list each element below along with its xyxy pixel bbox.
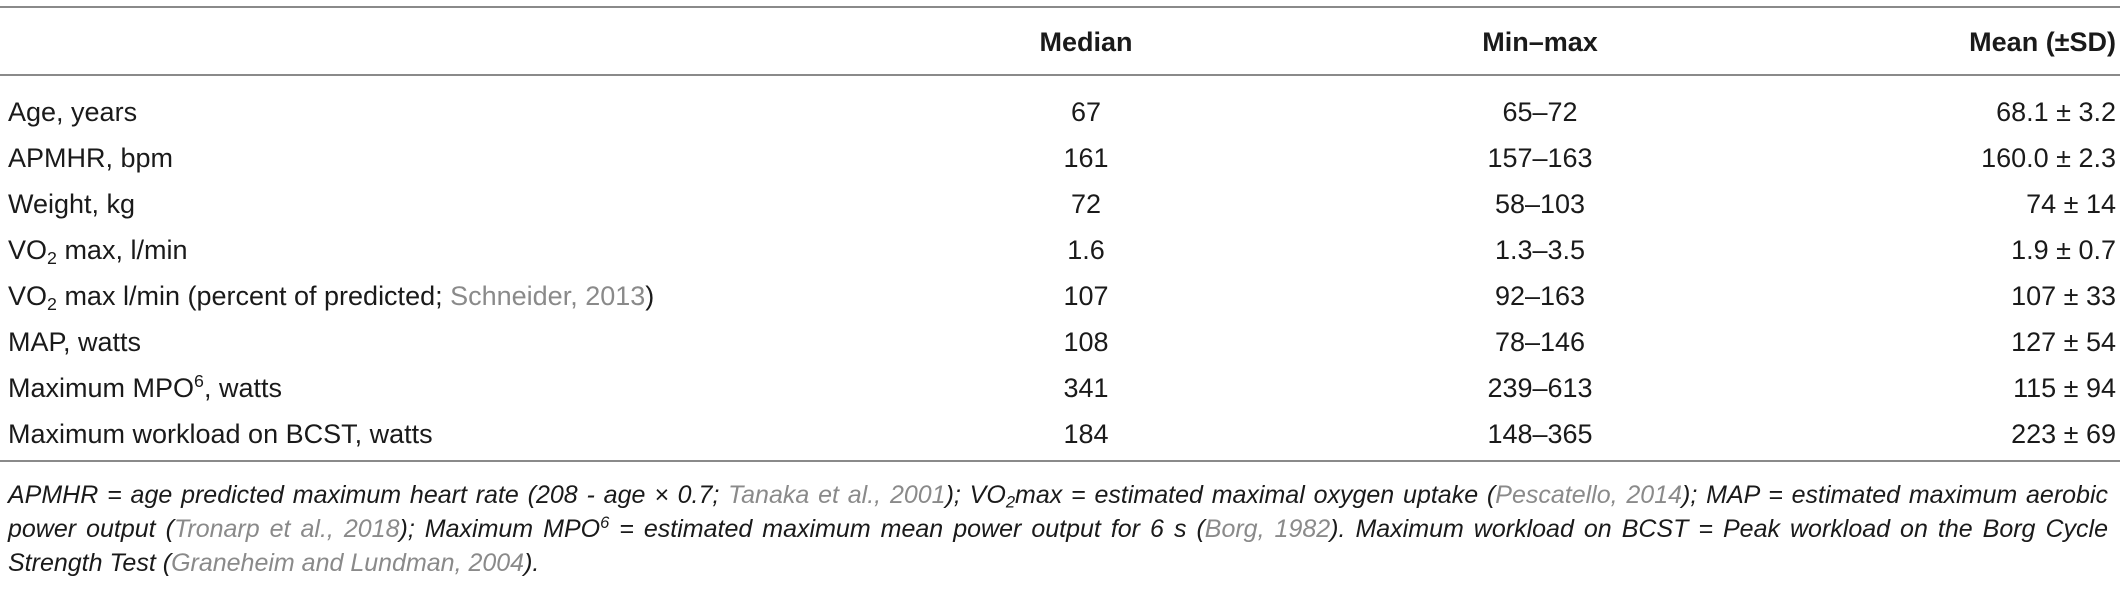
citation-link[interactable]: Schneider, 2013 [450,281,646,311]
cell-mean-apmhr: 160.0 ± 2.3 [1981,143,2116,173]
cell-mean-mpo: 115 ± 94 [2013,373,2116,403]
citation-link[interactable]: Graneheim and Lundman, 2004 [171,549,525,577]
cell-mean-vo2max: 1.9 ± 0.7 [2011,235,2116,265]
citation-link[interactable]: Pescatello, 2014 [1495,481,1683,509]
cell-mean-age: 68.1 ± 3.2 [1996,97,2116,127]
row-label-map: MAP, watts [8,327,142,357]
row-label-apmhr: APMHR, bpm [8,143,174,173]
table-top-rule [0,6,2120,8]
cell-mean-map: 127 ± 54 [2011,327,2116,357]
row-label-age: Age, years [8,97,138,127]
table-footnote: APMHR = age predicted maximum heart rate… [8,481,2109,577]
cell-mean-bcst: 223 ± 69 [2011,419,2116,449]
table-header-rule [0,74,2120,76]
cell-mean-vo2max-percent: 107 ± 33 [2011,281,2116,311]
row-label-vo2max-percent: VO2 max l/min (percent of predicted; Sch… [8,281,655,314]
table-bottom-rule [0,460,2120,462]
citation-link[interactable]: Tronarp et al., 2018 [173,515,400,543]
citation-link[interactable]: Tanaka et al., 2001 [728,481,946,509]
cell-mean-weight: 74 ± 14 [2026,189,2116,219]
header-mean: Mean (±SD) [1969,27,2116,57]
row-label-bcst: Maximum workload on BCST, watts [8,419,433,449]
row-label-weight: Weight, kg [8,189,136,219]
row-label-vo2max: VO2 max, l/min [8,235,188,268]
row-label-mpo: Maximum MPO6, watts [8,371,282,403]
citation-link[interactable]: Borg, 1982 [1204,515,1331,543]
